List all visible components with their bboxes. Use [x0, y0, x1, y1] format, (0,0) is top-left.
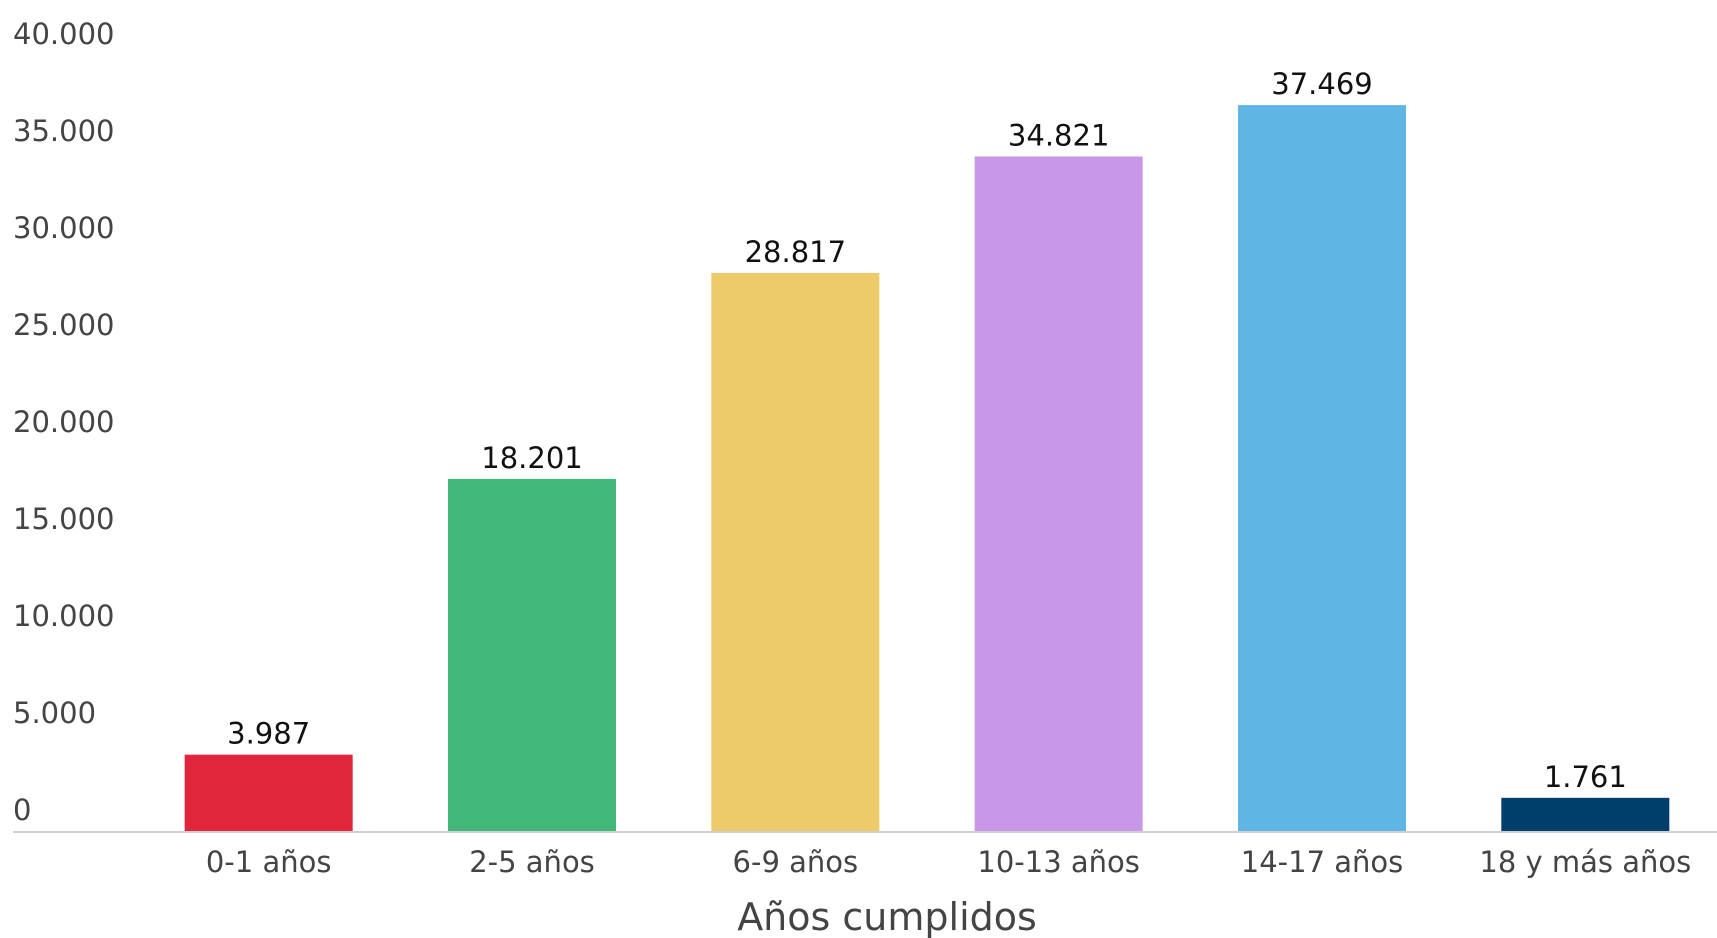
bar: [184, 754, 353, 832]
bars: 3.987 18.201 28.817 34.821 37.469 1.761: [184, 67, 1670, 833]
data-label: 37.469: [1271, 67, 1372, 101]
y-tick-label: 5.000: [13, 696, 96, 730]
y-tick-label: 0: [13, 793, 31, 827]
data-label: 34.821: [1008, 118, 1109, 152]
x-tick-label: 0-1 años: [206, 845, 332, 879]
data-label: 1.761: [1544, 760, 1627, 794]
x-tick-label: 14-17 años: [1241, 845, 1404, 879]
data-label: 3.987: [227, 717, 310, 751]
x-tick-label: 10-13 años: [977, 845, 1140, 879]
x-axis-label: Años cumplidos: [737, 895, 1037, 938]
x-tick-label: 6-9 años: [733, 845, 859, 879]
data-label: 28.817: [745, 235, 846, 269]
y-tick-label: 30.000: [13, 211, 114, 245]
y-tick-label: 35.000: [13, 114, 114, 148]
data-label: 18.201: [481, 441, 582, 475]
y-tick-label: 20.000: [13, 405, 114, 439]
y-axis: 0 5.000 10.000 15.000 20.000 25.000 30.000 35.0…: [13, 17, 114, 827]
x-tick-label: 18 y más años: [1479, 845, 1691, 879]
y-tick-label: 10.000: [13, 599, 114, 633]
bar: [974, 156, 1143, 832]
bar: [1501, 797, 1670, 832]
y-tick-label: 15.000: [13, 502, 114, 536]
x-axis: 0-1 años 2-5 años 6-9 años 10-13 años 14-17 …: [206, 845, 1691, 879]
x-tick-label: 2-5 años: [469, 845, 595, 879]
y-tick-label: 40.000: [13, 17, 114, 51]
bar: [711, 272, 880, 832]
bar: [1238, 105, 1406, 833]
y-tick-label: 25.000: [13, 308, 114, 342]
bar: [448, 478, 616, 832]
